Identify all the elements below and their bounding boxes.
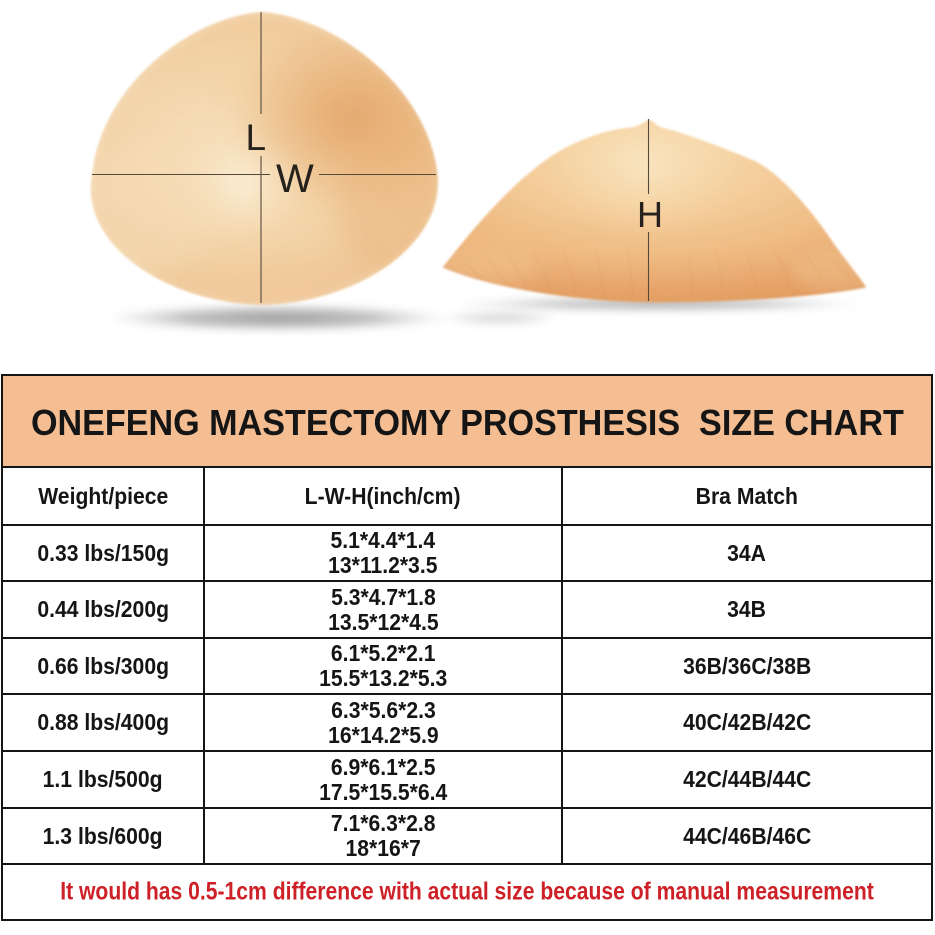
svg-text:L: L xyxy=(246,117,267,158)
svg-text:H: H xyxy=(637,194,663,235)
svg-text:W: W xyxy=(276,157,314,201)
